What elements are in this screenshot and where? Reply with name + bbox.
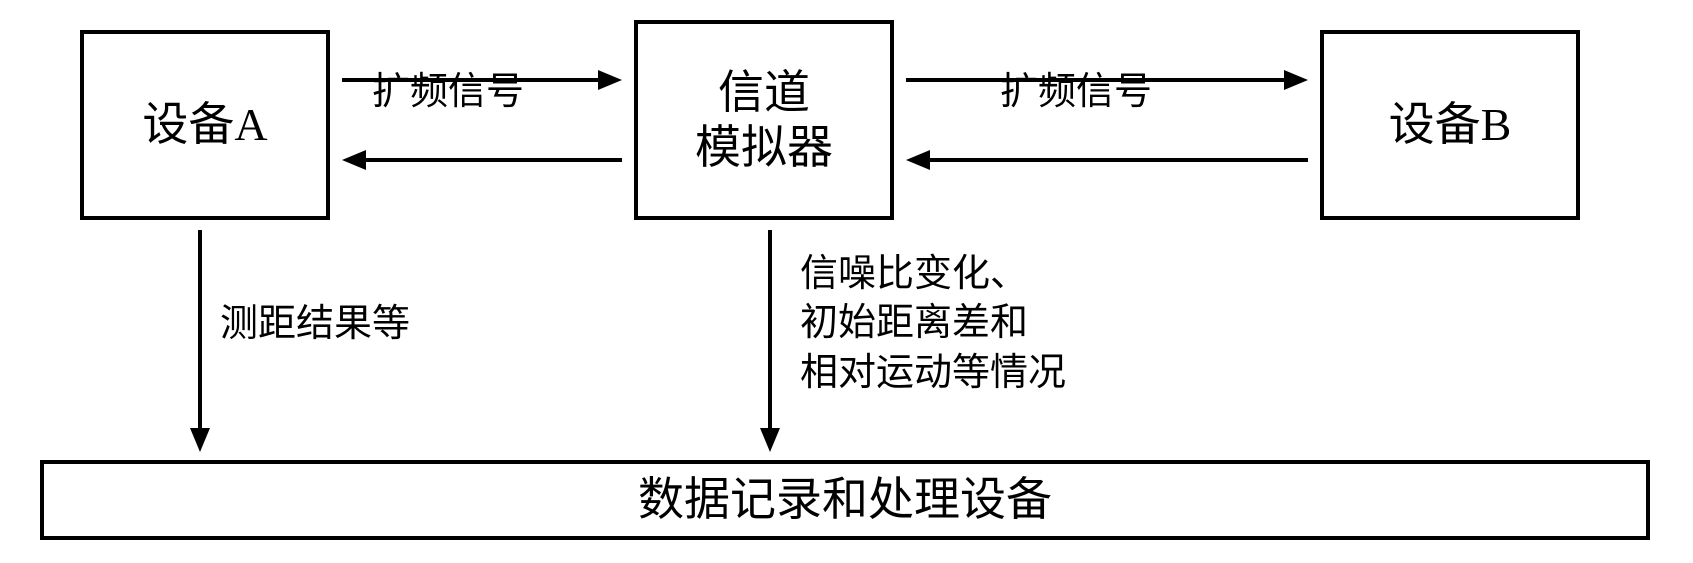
arrowhead-a-down [190,428,210,452]
device-a-box: 设备A [80,30,330,220]
arrowhead-a-to-sim [598,70,622,90]
data-recorder-label: 数据记录和处理设备 [638,472,1052,527]
device-a-label: 设备A [142,97,267,152]
channel-simulator-label: 信道 模拟器 [695,65,833,175]
arrowhead-b-to-sim [906,150,930,170]
arrowhead-sim-to-a [342,150,366,170]
snr-etc-label: 信噪比变化、 初始距离差和 相对运动等情况 [800,250,1066,398]
ranging-result-label: 测距结果等 [220,300,410,349]
data-recorder-box: 数据记录和处理设备 [40,460,1650,540]
arrowhead-sim-to-b [1284,70,1308,90]
spread-signal-right-label: 扩频信号 [1000,68,1152,117]
channel-simulator-box: 信道 模拟器 [634,20,894,220]
device-b-label: 设备B [1389,97,1512,152]
device-b-box: 设备B [1320,30,1580,220]
diagram-canvas: { "canvas": { "width": 1693, "height": 5… [0,0,1693,563]
spread-signal-left-label: 扩频信号 [372,68,524,117]
arrowhead-sim-down [760,428,780,452]
